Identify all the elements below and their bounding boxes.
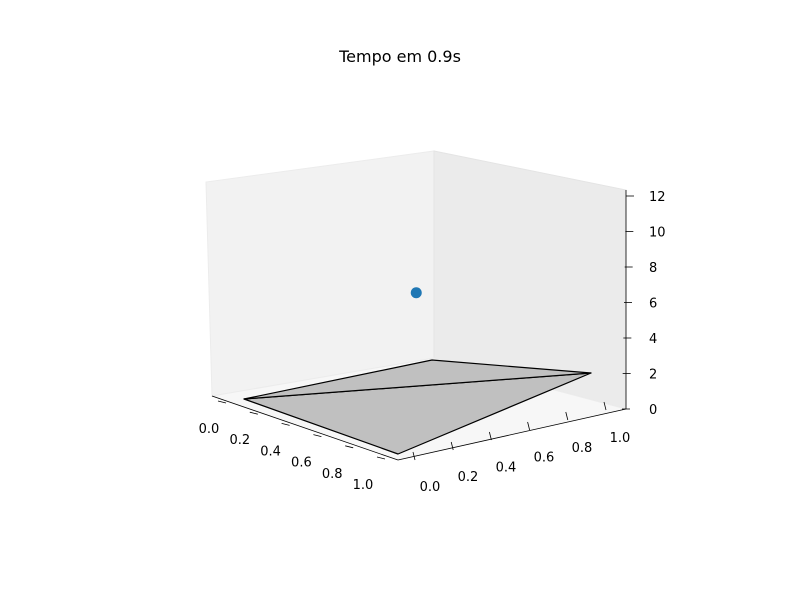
z-tick-label: 12 (649, 190, 666, 205)
y-tick-label: 0.2 (458, 470, 479, 485)
y-tick-label: 0.4 (496, 460, 517, 475)
axis-lines (211, 190, 627, 461)
x-tick-mark (376, 456, 386, 460)
y-tick-mark (450, 441, 454, 451)
y-tick-label: 0.8 (572, 441, 593, 456)
z-tick-label: 6 (649, 297, 657, 312)
z-tick-label: 0 (649, 403, 657, 418)
y-tick-mark (412, 451, 416, 461)
points-layer (410, 287, 422, 299)
data-point (410, 287, 422, 299)
x-tick-label: 0.6 (291, 456, 312, 471)
z-tick-label: 8 (649, 261, 657, 276)
x-tick-mark (345, 445, 354, 449)
y-tick-label: 0.6 (534, 451, 555, 466)
axis-ticks: 0.0 0.2 0.4 0.6 0.8 1.0 0.0 0.2 0.4 0.6 0.8 1.0 0 2 4 6… (199, 190, 666, 495)
x-tick-label: 0.4 (260, 444, 281, 459)
y-tick-mark (489, 431, 492, 441)
x-tick-label: 0.0 (199, 422, 220, 437)
y-tick-mark (603, 401, 607, 411)
back-pane-left (205, 150, 435, 397)
y-tick-label: 0.0 (420, 480, 441, 495)
x-tick-label: 0.2 (229, 433, 250, 448)
y-tick-mark (565, 411, 569, 421)
y-tick-label: 1.0 (610, 431, 631, 446)
z-tick-label: 4 (649, 332, 657, 347)
x-axis-line (211, 395, 399, 461)
y-axis-line (397, 408, 627, 461)
surface-triangle (243, 359, 592, 400)
chart-title: Tempo em 0.9s (339, 47, 461, 66)
x-tick-mark (217, 400, 227, 404)
x-tick-label: 1.0 (353, 478, 374, 493)
x-tick-mark (281, 423, 290, 426)
x-tick-mark (313, 434, 322, 437)
surface-layer (243, 359, 592, 455)
x-tick-label: 0.8 (322, 467, 343, 482)
y-tick-mark (527, 421, 530, 431)
z-tick-label: 2 (649, 368, 657, 383)
z-tick-label: 10 (649, 226, 666, 241)
x-tick-mark (249, 411, 258, 415)
